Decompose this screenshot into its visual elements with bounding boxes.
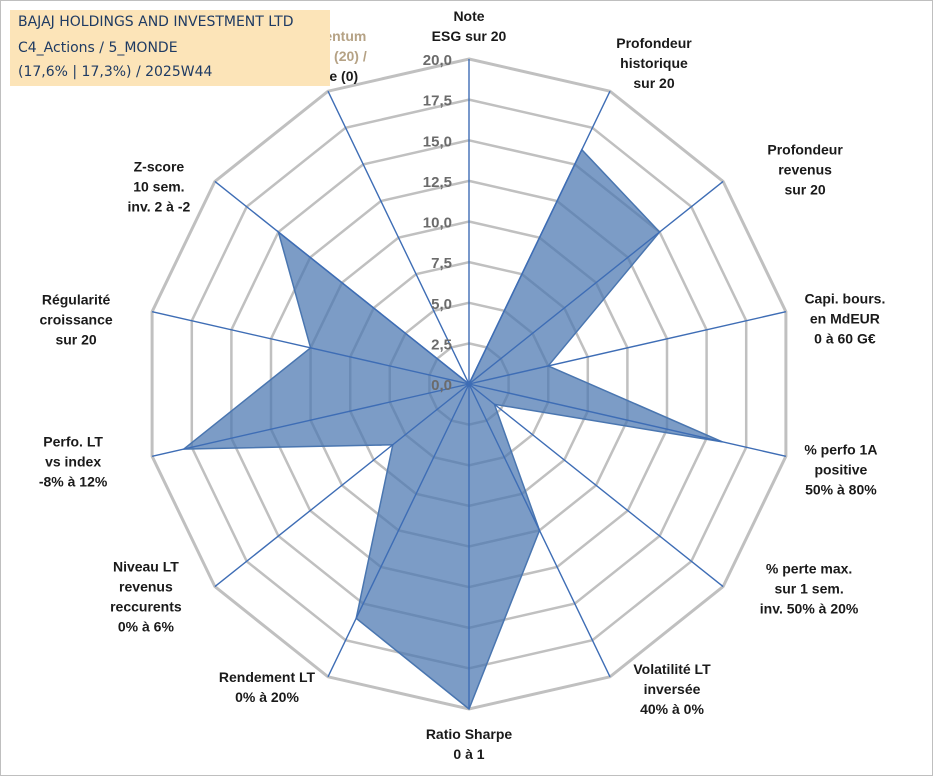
axis-label-line: Perfo. LT [43,433,103,449]
spoke-5 [468,383,787,457]
axis-label-line: reccurents [110,599,182,615]
axis-label-2: Profondeur historique sur 20 [616,35,692,91]
axis-label-line: sur 20 [633,75,674,91]
tick-label: 10,0 [423,215,452,232]
axis-label-8: Ratio Sharpe 0 à 1 [426,726,513,762]
spoke-3 [468,180,724,385]
axis-label-line: positive [814,461,867,477]
axis-label-line: en MdEUR [810,311,880,327]
axis-label-line: 0 à 60 G€ [814,331,876,347]
spoke-9 [327,383,470,678]
axis-label-12: Régularité croissance sur 20 [40,292,113,348]
axis-label-line: 10 sem. [133,178,184,194]
axis-label-5: % perfo 1A positive 50% à 80% [804,441,877,497]
axis-label-line: 0% à 6% [118,619,175,635]
axis-label-line: sur 20 [55,332,96,348]
axis-label-4: Capi. bours. en MdEUR 0 à 60 G€ [804,291,885,347]
spoke-12 [151,311,470,385]
spoke-6 [468,383,724,588]
radar-spokes [151,59,787,709]
axis-label-line: revenus [119,579,173,595]
axis-label-13: Z-score 10 sem. inv. 2 à -2 [128,158,191,214]
axis-label-line: Profondeur [616,35,692,51]
tick-label: 5,0 [431,296,452,313]
radar-axis-labels: Note ESG sur 20 Profondeur historique sur 20… [39,8,885,762]
axis-label-line: revenus [778,161,832,177]
tick-label: 15,0 [423,133,452,150]
stats-label: (17,6% | 17,3%) / 2025W44 [18,64,213,80]
tick-label: 2,5 [431,336,452,353]
axis-label-line: Niveau LT [113,559,179,575]
axis-label-1: Note ESG sur 20 [432,8,507,44]
axis-label-line: % perte max. [766,561,852,577]
axis-label-line: Z-score [134,158,185,174]
axis-label-7: Volatilité LT inversée 40% à 0% [633,661,711,717]
axis-label-line: % perfo 1A [804,441,877,457]
axis-label-11: Perfo. LT vs index -8% à 12% [39,433,108,489]
spoke-2 [468,90,611,385]
axis-label-line: Rendement LT [219,669,316,685]
spoke-10 [214,383,470,588]
spoke-11 [151,383,470,457]
tick-label: 0,0 [431,377,452,394]
axis-label-line: Profondeur [767,141,843,157]
axis-label-line: 50% à 80% [805,481,877,497]
axis-label-line: inversée [644,681,701,697]
axis-label-line: Note [453,8,484,24]
axis-label-3: Profondeur revenus sur 20 [767,141,843,197]
company-name: BAJAJ HOLDINGS AND INVESTMENT LTD [18,14,294,30]
axis-label-line: sur 1 sem. [774,581,843,597]
axis-label-line: Capi. bours. [804,291,885,307]
axis-label-line: 40% à 0% [640,701,704,717]
spoke-14 [327,90,470,385]
info-box: BAJAJ HOLDINGS AND INVESTMENT LTD C4_Act… [10,10,330,86]
axis-label-line: ESG sur 20 [432,28,507,44]
axis-label-line: inv. 50% à 20% [760,601,859,617]
axis-label-line: sur 20 [784,181,825,197]
axis-label-line: inv. 2 à -2 [128,198,191,214]
spoke-13 [214,180,470,385]
axis-label-line: Régularité [42,292,111,308]
axis-label-line: Ratio Sharpe [426,726,513,742]
category-label: C4_Actions / 5_MONDE [18,40,178,56]
axis-label-line: -8% à 12% [39,473,108,489]
spoke-7 [468,383,611,678]
axis-label-line: 0% à 20% [235,689,299,705]
tick-label: 12,5 [423,174,452,191]
axis-label-9: Rendement LT 0% à 20% [219,669,316,705]
axis-label-6: % perte max. sur 1 sem. inv. 50% à 20% [760,561,859,617]
axis-label-line: historique [620,55,688,71]
axis-label-10: Niveau LT revenus reccurents 0% à 6% [110,559,182,635]
tick-label: 17,5 [423,93,452,110]
axis-label-line: 0 à 1 [453,746,484,762]
tick-label: 7,5 [431,255,452,272]
axis-label-line: vs index [45,453,101,469]
axis-label-line: Volatilité LT [633,661,711,677]
axis-label-line: croissance [40,312,113,328]
spoke-4 [468,311,787,385]
radar-tick-labels: 0,0 2,5 5,0 7,5 10,0 12,5 15,0 17,5 20,0 [423,52,452,394]
tick-label: 20,0 [423,52,452,69]
